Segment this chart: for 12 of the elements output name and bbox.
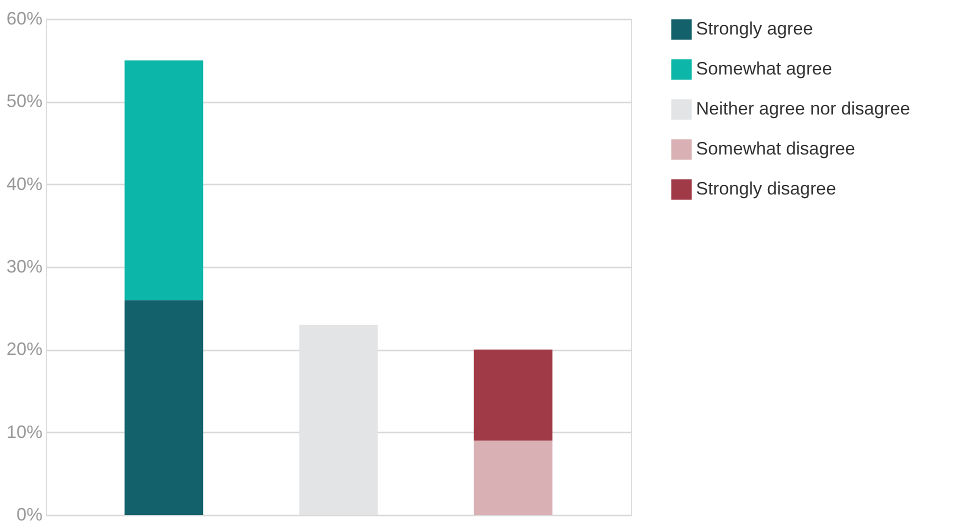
y-tick-label: 40% — [6, 174, 42, 194]
legend-label: Somewhat disagree — [696, 138, 856, 158]
y-tick-label: 20% — [6, 339, 42, 360]
legend-label: Somewhat agree — [696, 58, 832, 78]
y-tick-label: 0% — [16, 504, 42, 523]
y-tick-label: 30% — [6, 256, 42, 276]
y-tick-label: 60% — [6, 8, 42, 28]
legend-label: Strongly agree — [696, 18, 814, 38]
y-tick-label: 10% — [6, 422, 42, 442]
y-tick-label: 50% — [6, 91, 42, 112]
legend-label: Neither agree nor disagree — [696, 98, 910, 118]
legend-label: Strongly disagree — [696, 178, 836, 198]
